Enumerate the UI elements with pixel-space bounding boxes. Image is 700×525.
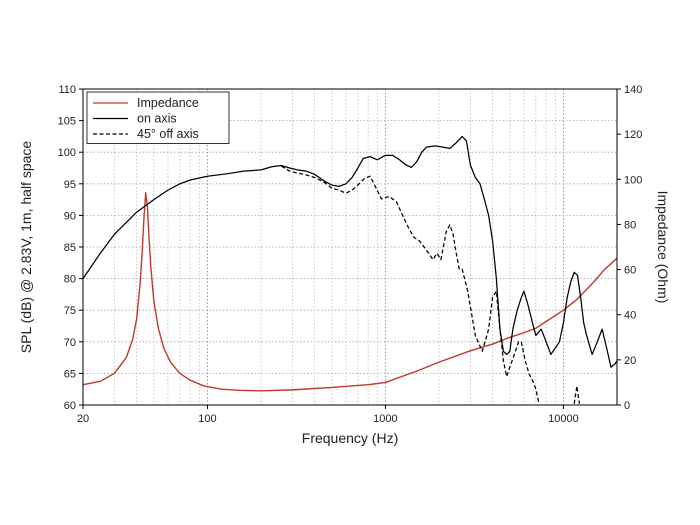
x-axis-title: Frequency (Hz) xyxy=(302,430,398,446)
left-y-tick-label: 105 xyxy=(58,116,76,128)
left-y-tick-label: 60 xyxy=(64,400,76,412)
left-y-tick-label: 110 xyxy=(58,84,76,96)
legend-label: 45° off axis xyxy=(137,127,199,141)
left-y-axis-title: SPL (dB) @ 2.83V, 1m, half space xyxy=(18,141,34,354)
series-line-impedance xyxy=(83,192,617,392)
left-y-axis-ticks: 60 65 70 75 80 85 90 95 100 105 110 xyxy=(58,84,83,412)
left-y-tick-label: 80 xyxy=(64,274,76,286)
legend-label: Impedance xyxy=(137,96,199,110)
series-line-on-axis xyxy=(83,135,617,368)
right-y-tick-label: 140 xyxy=(624,84,642,96)
left-y-tick-label: 75 xyxy=(64,305,76,317)
plot-frame xyxy=(82,88,618,406)
right-y-axis-ticks: 0 20 40 60 80 100 120 140 xyxy=(617,84,642,412)
left-y-tick-label: 90 xyxy=(64,210,76,222)
left-y-tick-label: 95 xyxy=(64,179,76,191)
legend-box xyxy=(86,91,230,144)
right-y-tick-label: 20 xyxy=(624,355,636,367)
x-tick-label: 100 xyxy=(198,413,216,425)
right-y-tick-label: 60 xyxy=(624,265,636,277)
right-y-tick-label: 100 xyxy=(624,174,642,186)
series-line-45-off-axis-fragment xyxy=(573,385,581,404)
left-y-tick-label: 100 xyxy=(58,147,76,159)
series-layer xyxy=(83,135,617,404)
right-y-tick-label: 80 xyxy=(624,219,636,231)
left-y-tick-label: 70 xyxy=(64,337,76,349)
left-y-tick-label: 85 xyxy=(64,242,76,254)
right-y-axis-title: Impedance (Ohm) xyxy=(655,191,671,304)
x-axis-ticks: 20 100 1000 10000 xyxy=(77,405,579,425)
right-y-tick-label: 120 xyxy=(624,129,642,141)
x-tick-label: 1000 xyxy=(373,413,397,425)
x-tick-label: 10000 xyxy=(548,413,579,425)
series-line-45-off-axis xyxy=(280,165,540,404)
x-tick-label: 20 xyxy=(77,413,89,425)
left-y-tick-label: 65 xyxy=(64,368,76,380)
right-y-tick-label: 0 xyxy=(624,400,630,412)
legend-label: on axis xyxy=(137,112,177,126)
right-y-tick-label: 40 xyxy=(624,310,636,322)
